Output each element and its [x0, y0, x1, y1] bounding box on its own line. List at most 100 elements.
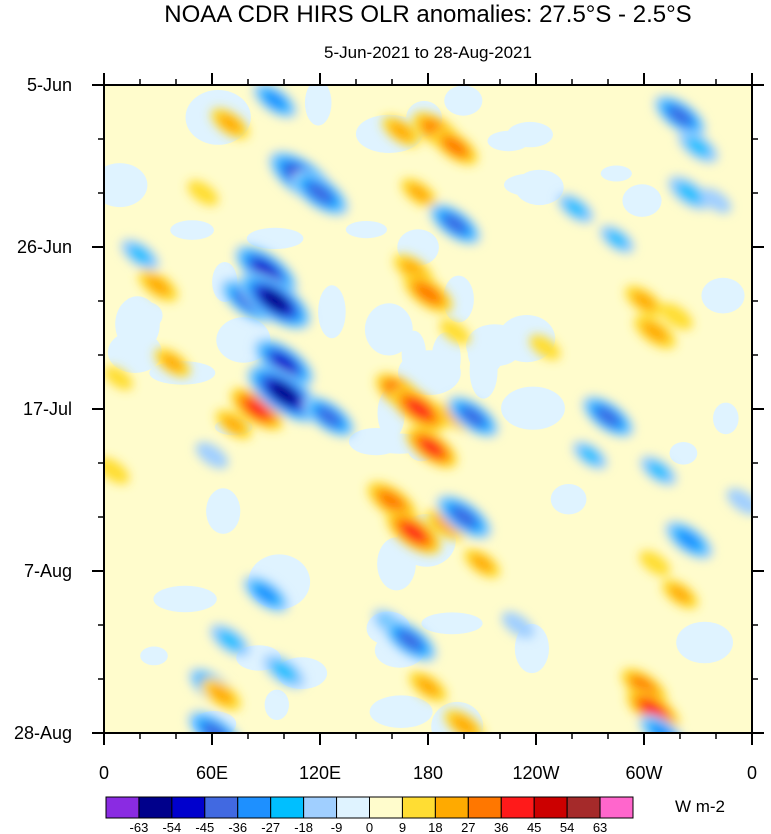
anomaly-feature [668, 584, 692, 604]
anomaly-feature [104, 366, 133, 390]
background-patch [246, 227, 304, 249]
anomaly-feature [253, 260, 279, 281]
anomaly-feature [433, 514, 459, 535]
colorbar-swatch [533, 796, 568, 819]
y-tick-label: 5-Jun [27, 75, 72, 95]
anomaly-feature [579, 446, 601, 465]
anomaly-feature [675, 182, 703, 204]
anomaly-feature [639, 550, 671, 576]
colorbar-tick-label: 36 [494, 820, 508, 834]
anomaly-feature [145, 275, 171, 296]
anomaly-feature [307, 183, 333, 203]
colorbar-swatch [204, 796, 239, 819]
anomaly-feature [187, 180, 219, 206]
background-patch [487, 130, 530, 152]
anomaly-feature [317, 407, 341, 426]
anomaly-feature [217, 630, 243, 651]
colorbar-tick-label: 18 [428, 820, 442, 834]
background-patch [501, 386, 565, 430]
colorbar-swatch [434, 796, 469, 819]
anomaly-feature [264, 91, 286, 110]
anomaly-feature [222, 415, 245, 434]
anomaly-feature [641, 321, 668, 343]
x-tick-label: 120E [299, 763, 341, 783]
background-patch [622, 184, 662, 217]
anomaly-feature [632, 291, 656, 311]
background-patch [600, 165, 632, 182]
anomaly-feature [272, 353, 296, 373]
x-tick-label: 60E [196, 763, 228, 783]
y-tick-label: 28-Aug [14, 723, 72, 743]
anomaly-feature [379, 491, 405, 512]
y-tick-label: 7-Aug [24, 561, 72, 581]
colorbar-tick-label: 0 [366, 820, 373, 834]
colorbar-swatch [336, 796, 370, 819]
y-axis: 5-Jun 26-Jun 17-Jul 7-Aug 28-Aug [14, 75, 764, 743]
background-patch [469, 343, 498, 399]
anomaly-feature [401, 522, 426, 543]
colorbar-tick-label: -45 [195, 820, 214, 834]
x-tick-label: 120W [512, 763, 559, 783]
colorbar-swatch [369, 796, 403, 819]
colorbar-swatch [467, 796, 502, 819]
anomaly-feature [389, 121, 413, 141]
colorbar-swatch [105, 796, 140, 819]
anomaly-features [104, 85, 752, 733]
colorbar-tick-label: -18 [294, 820, 313, 834]
anomaly-feature [461, 407, 485, 426]
anomaly-feature [650, 723, 674, 733]
x-tick-label: 0 [99, 763, 109, 783]
background-patch [115, 296, 160, 352]
anomaly-feature [203, 723, 228, 733]
colorbar-tick-label: 54 [560, 820, 574, 834]
anomaly-feature [700, 188, 732, 214]
background-patch [444, 85, 483, 116]
colorbar-tick-label: -9 [331, 820, 343, 834]
anomaly-feature [596, 407, 620, 426]
chart-subtitle: 5-Jun-2021 to 28-Aug-2021 [324, 43, 532, 62]
colorbar-swatch [500, 796, 535, 819]
background-patch [345, 221, 387, 239]
colorbar-swatch [401, 796, 436, 819]
x-tick-label: 60W [625, 763, 662, 783]
y-tick-label: 26-Jun [17, 237, 72, 257]
y-tick-label: 17-Jul [23, 399, 72, 419]
background-patch [550, 484, 587, 515]
colorbar-tick-label: 9 [399, 820, 406, 834]
anomaly-feature [406, 399, 432, 419]
background-patch [318, 285, 346, 339]
background-patch [104, 163, 148, 208]
colorbar-tick-label: 45 [527, 820, 541, 834]
background-patch [701, 277, 745, 314]
colorbar: -63 -54 -45 -36 -27 -18 -9 0 9 18 27 36 45 54 63 [105, 796, 634, 834]
colorbar-swatch [171, 796, 206, 819]
colorbar-tick-label: -63 [130, 820, 149, 834]
colorbar-tick-label: 27 [461, 820, 475, 834]
background-patch [713, 402, 739, 435]
background-patch [170, 220, 215, 240]
background-patch [206, 488, 241, 534]
colorbar-tick-label: -27 [261, 820, 280, 834]
background-patch [140, 646, 168, 666]
anomaly-feature [254, 584, 278, 604]
anomaly-feature [218, 113, 242, 134]
anomaly-feature [451, 507, 477, 527]
background-patch [304, 85, 332, 126]
anomaly-feature [443, 137, 467, 156]
anomaly-feature [398, 631, 422, 650]
anomaly-feature [161, 353, 184, 372]
anomaly-feature [415, 283, 441, 304]
anomaly-feature [470, 554, 494, 573]
colorbar-units: W m-2 [675, 797, 725, 816]
background-patch [264, 689, 289, 720]
anomaly-feature [632, 677, 656, 696]
x-axis: 0 60E 120E 180 120W 60W 0 [99, 73, 757, 783]
colorbar-tick-label: -36 [228, 820, 247, 834]
anomaly-feature [208, 684, 234, 705]
background-patch [364, 303, 413, 356]
anomaly-feature [668, 106, 692, 125]
anomaly-feature [606, 230, 628, 249]
anomaly-feature [407, 183, 431, 203]
plot-area [103, 84, 753, 734]
